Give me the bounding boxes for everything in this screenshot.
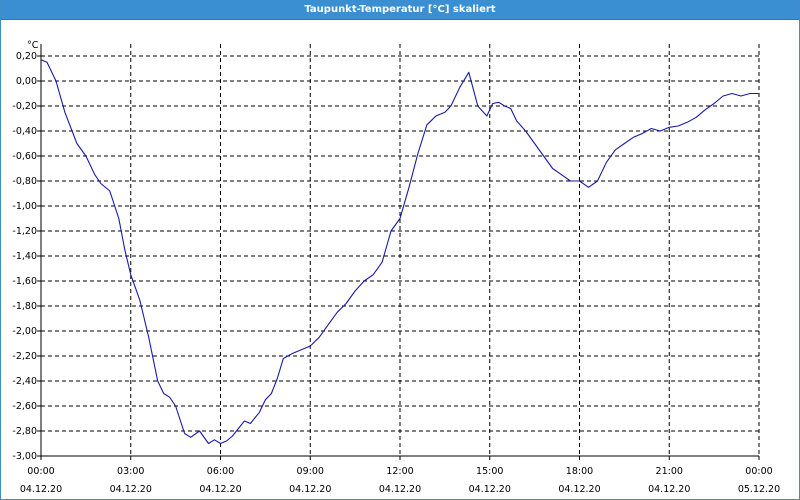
y-tick-label: -0,80 [12,176,37,187]
x-tick-date: 04.12.20 [469,484,511,495]
x-tick-date: 04.12.20 [289,484,331,495]
y-tick-label: -1,00 [12,201,37,212]
x-tick-date: 04.12.20 [110,484,152,495]
x-tick-date: 04.12.20 [20,484,62,495]
chart-title: Taupunkt-Temperatur [°C] skaliert [1,0,799,20]
x-tick-date: 04.12.20 [379,484,421,495]
y-tick-label: -1,80 [12,301,37,312]
series-line [40,59,759,445]
y-tick-label: -0,60 [12,151,37,162]
x-tick-time: 00:00 [27,466,54,477]
y-tick-label: 0,20 [16,51,37,62]
x-tick-time: 21:00 [656,466,683,477]
x-tick-time: 06:00 [207,466,234,477]
y-tick-label: -0,40 [12,126,37,137]
y-tick-label: -2,20 [12,351,37,362]
x-tick-time: 03:00 [117,466,144,477]
y-tick-label: -1,20 [12,226,37,237]
y-tick-label: -2,80 [12,426,37,437]
y-tick-label: -0,20 [12,101,37,112]
y-tick-label: 0,00 [16,76,37,87]
x-tick-date: 04.12.20 [199,484,241,495]
x-tick-time: 00:00 [745,466,772,477]
x-tick-date: 05.12.20 [738,484,780,495]
y-tick-label: -3,00 [12,451,37,462]
y-tick-label: -2,00 [12,326,37,337]
y-tick-label: -2,40 [12,376,37,387]
y-tick-label: -1,40 [12,251,37,262]
x-tick-date: 04.12.20 [648,484,690,495]
y-axis-label: °C [27,40,39,51]
y-tick-label: -2,60 [12,401,37,412]
x-tick-time: 15:00 [476,466,503,477]
x-tick-time: 09:00 [297,466,324,477]
x-tick-date: 04.12.20 [558,484,600,495]
y-tick-label: -1,60 [12,276,37,287]
x-tick-time: 12:00 [386,466,413,477]
x-tick-time: 18:00 [566,466,593,477]
